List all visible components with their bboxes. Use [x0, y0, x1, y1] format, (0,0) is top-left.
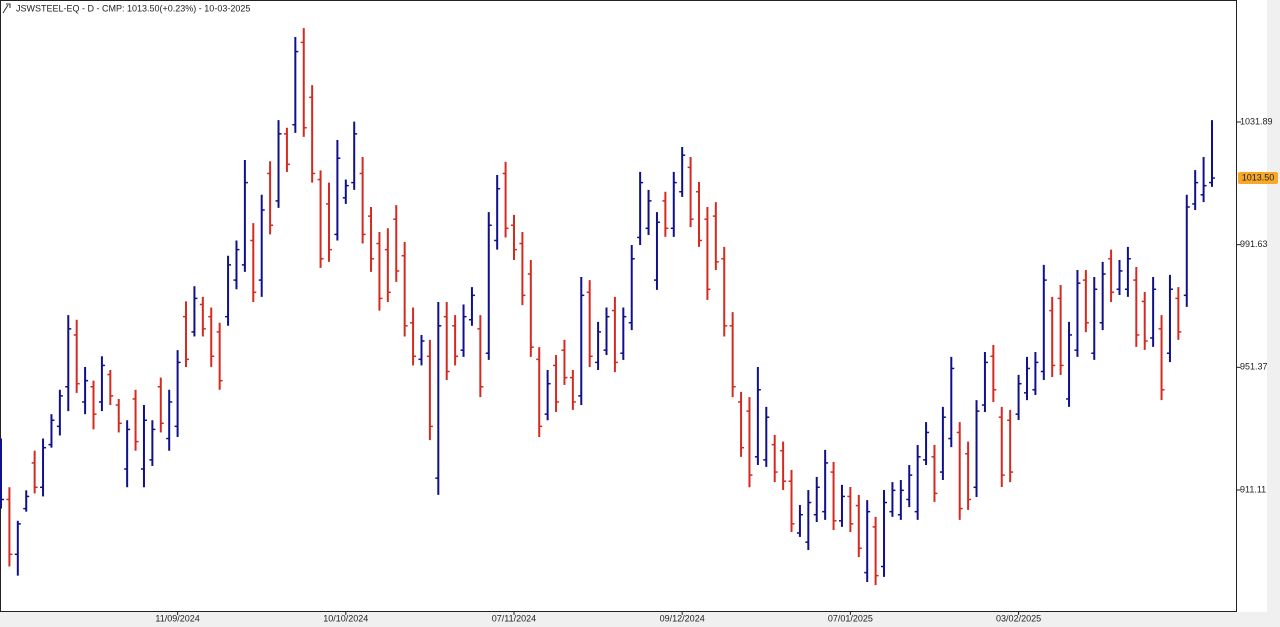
- title-icon: [2, 3, 11, 14]
- chart-title: JSWSTEEL-EQ - D - CMP: 1013.50(+0.23%) -…: [16, 3, 250, 13]
- x-tick-label: 10/10/2024: [323, 613, 368, 623]
- x-tick-label: 03/02/2025: [996, 613, 1041, 623]
- y-tick-label: 991.63: [1240, 239, 1268, 249]
- current-price-label: 1013.50: [1242, 172, 1275, 182]
- y-tick-label: 911.11: [1240, 484, 1266, 494]
- y-tick-label: 951.37: [1240, 362, 1268, 372]
- plot-area: [0, 0, 1237, 612]
- x-tick-label: 11/09/2024: [155, 613, 199, 623]
- x-tick-label: 09/12/2024: [660, 613, 705, 623]
- x-tick-label: 07/01/2025: [828, 613, 873, 623]
- axis-panel: [1237, 0, 1267, 612]
- y-tick-label: 1031.89: [1240, 116, 1273, 126]
- current-price-box: [1238, 172, 1278, 185]
- x-tick-label: 07/11/2024: [492, 613, 536, 623]
